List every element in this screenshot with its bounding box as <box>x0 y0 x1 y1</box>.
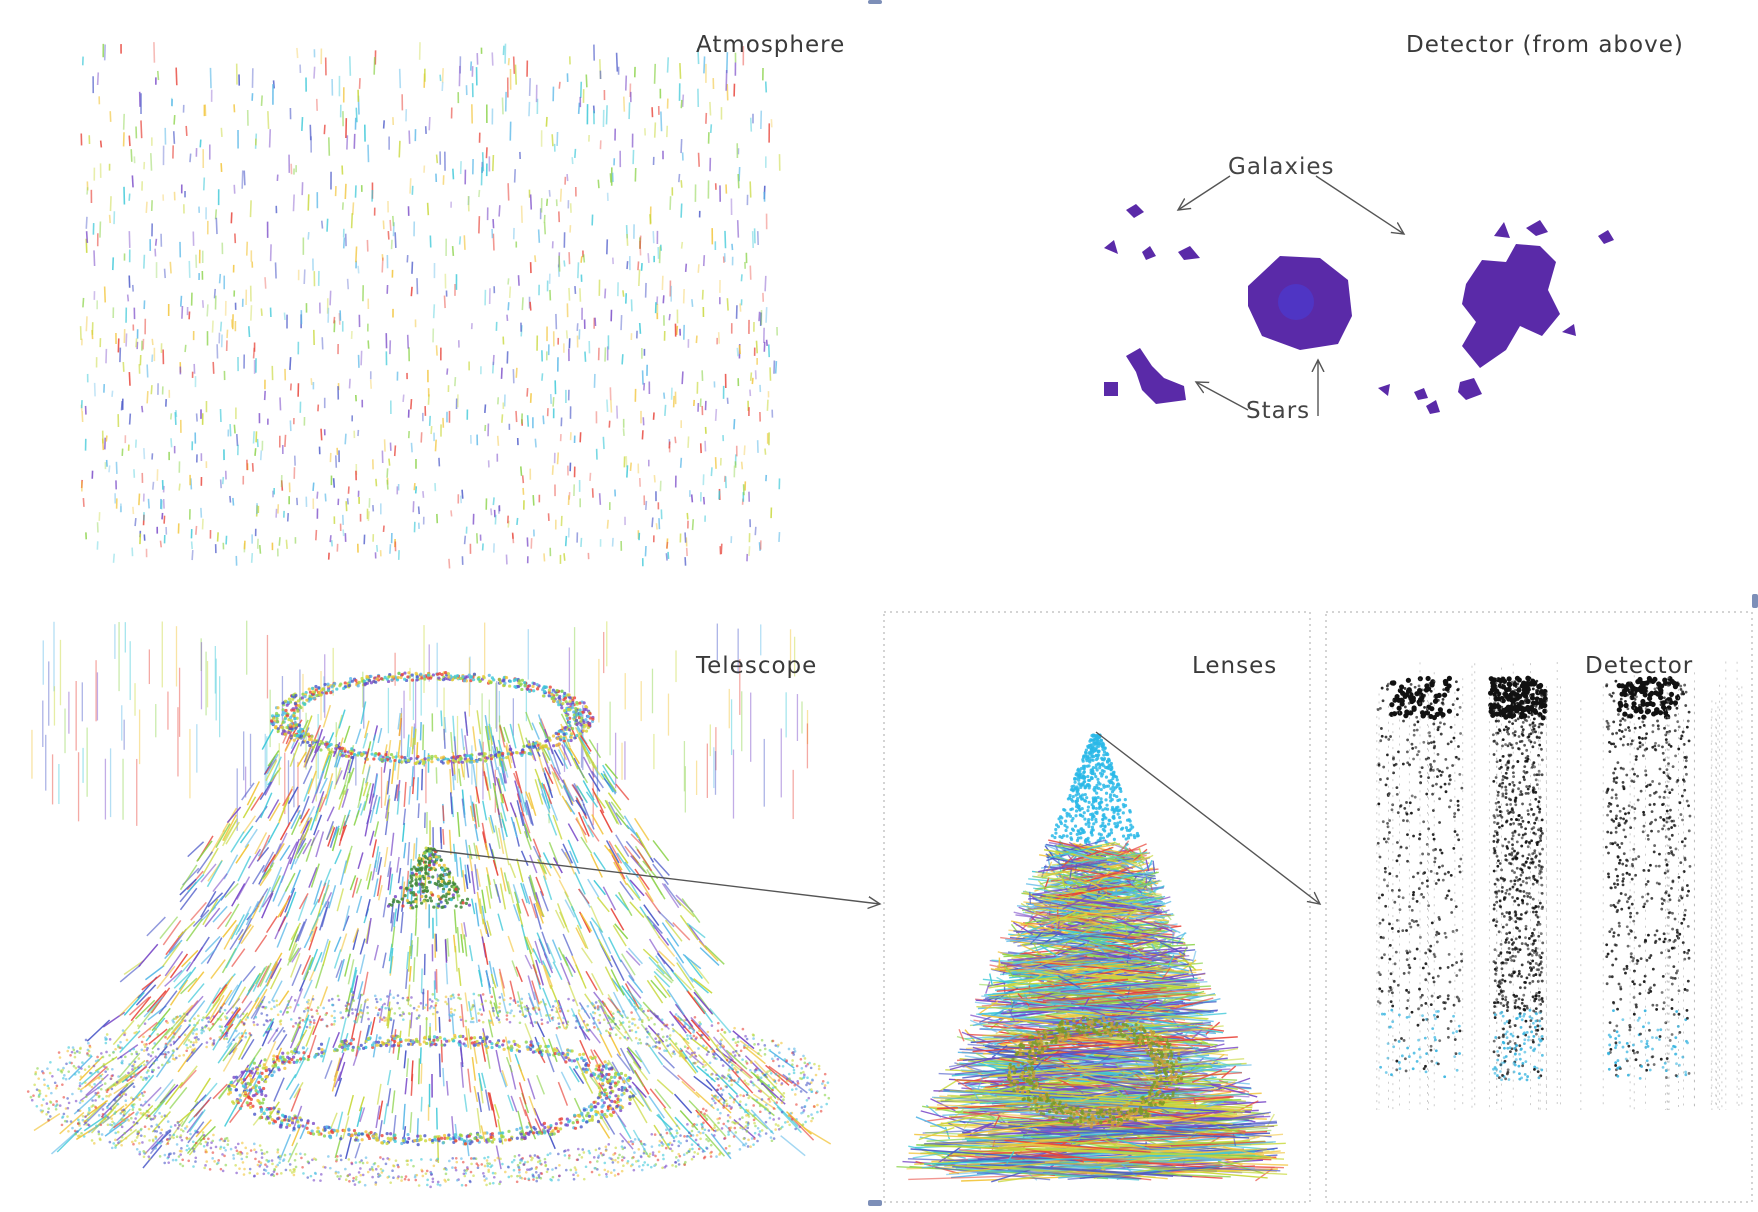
panel-title-detector: Detector <box>1585 653 1693 679</box>
panel-title-lenses: Lenses <box>1192 653 1277 679</box>
lenses-rays <box>896 733 1288 1181</box>
panel-title-atmosphere: Atmosphere <box>696 32 845 58</box>
galaxies-annotation: Galaxies <box>1228 154 1335 180</box>
telescope-rays <box>27 621 831 1188</box>
window-resize-handle-top[interactable] <box>868 0 882 4</box>
stars-annotation: Stars <box>1246 398 1310 424</box>
window-resize-handle-bottom[interactable] <box>868 1200 882 1206</box>
panel-title-telescope: Telescope <box>696 653 817 679</box>
window-resize-handle-right[interactable] <box>1752 594 1758 608</box>
panel-frames <box>884 612 1752 1202</box>
atmosphere-rays <box>81 42 780 568</box>
panel-title-detector-from-above: Detector (from above) <box>1406 32 1684 58</box>
detector-from-above-image <box>1104 204 1614 414</box>
detector-tracks <box>1377 661 1742 1110</box>
